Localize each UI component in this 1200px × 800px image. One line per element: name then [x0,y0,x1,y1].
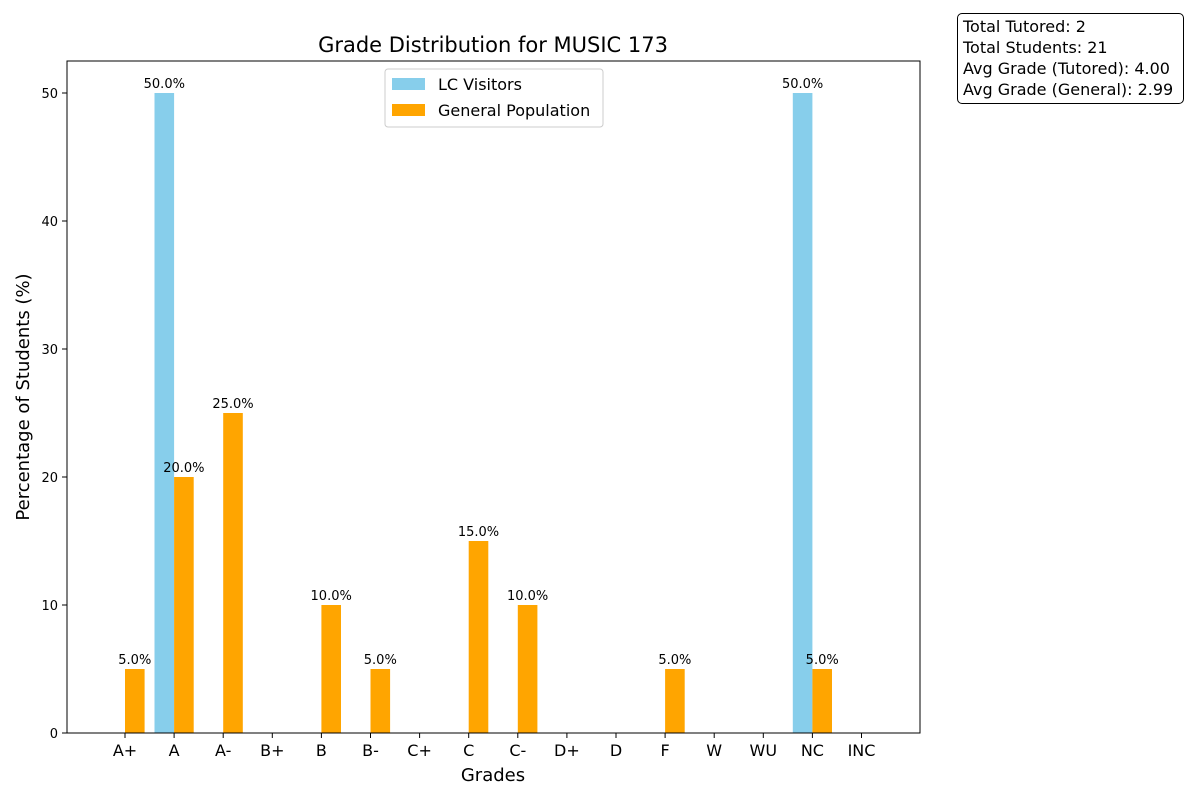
x-tick-label-a-minus: A- [215,741,231,760]
bar-general-population-c-minus [517,605,538,733]
bar-general-population-b-minus [370,669,391,733]
avg-grade-general-text: Avg Grade (General): 2.99 [963,80,1174,99]
x-tick-label-c-plus: C+ [407,741,432,760]
x-tick-label-d: D [610,741,622,760]
bar-general-population-a-minus [223,413,243,733]
x-tick-label-b: B [316,741,327,760]
avg-grade-tutored-text: Avg Grade (Tutored): 4.00 [963,59,1170,78]
bar-general-population-a-plus [125,669,145,733]
bar-general-population-b [321,605,341,733]
data-label-general-population-nc: 5.0% [806,653,839,668]
legend-label-lc-visitors: LC Visitors [438,75,522,94]
data-label-general-population-a: 20.0% [163,461,204,476]
x-tick-label-inc: INC [848,741,876,760]
x-tick-label-b-minus: B- [362,741,379,760]
x-tick-label-a: A [169,741,180,760]
x-tick-label-c-minus: C- [509,741,526,760]
x-axis-label: Grades [461,765,525,786]
total-tutored-text: Total Tutored: 2 [963,17,1086,36]
legend-swatch-lc-visitors [392,78,425,90]
x-tick-label-d-plus: D+ [554,741,580,760]
bar-general-population-a [174,477,194,733]
x-tick-label-b-plus: B+ [260,741,284,760]
x-tick-label-nc: NC [801,741,824,760]
x-tick-label-w: W [706,741,722,760]
y-tick-label-0: 0 [50,727,58,742]
data-label-lc-visitors-nc: 50.0% [782,77,823,92]
y-tick-label-40: 40 [41,215,58,230]
x-tick-label-c: C [463,741,474,760]
legend-label-general-population: General Population [438,101,590,120]
y-tick-label-50: 50 [41,87,58,102]
x-tick-label-wu: WU [750,741,778,760]
data-label-general-population-c-minus: 10.0% [507,589,548,604]
bar-lc-visitors-a [154,93,175,733]
data-label-general-population-a-minus: 25.0% [212,397,253,412]
legend: LC Visitors General Population [384,68,604,128]
y-tick-label-10: 10 [41,599,58,614]
x-tick-label-a-plus: A+ [113,741,137,760]
chart-title: Grade Distribution for MUSIC 173 [318,33,668,57]
data-label-general-population-b: 10.0% [311,589,352,604]
y-tick-label-20: 20 [41,471,58,486]
data-label-general-population-a-plus: 5.0% [118,653,151,668]
y-axis-label: Percentage of Students (%) [13,273,34,520]
stats-box: Total Tutored: 2 Total Students: 21 Avg … [957,13,1184,104]
data-label-general-population-f: 5.0% [658,653,691,668]
bar-general-population-f [665,669,685,733]
y-tick-label-30: 30 [41,343,58,358]
data-label-general-population-b-minus: 5.0% [364,653,397,668]
x-tick-label-f: F [660,741,669,760]
legend-swatch-general-population [392,104,425,116]
total-students-text: Total Students: 21 [963,38,1108,57]
bar-lc-visitors-nc [792,93,813,733]
bar-general-population-nc [812,669,832,733]
data-label-general-population-c: 15.0% [458,525,499,540]
legend-frame [384,68,604,128]
bar-general-population-c [468,541,489,733]
plot-frame [66,60,921,734]
data-label-lc-visitors-a: 50.0% [144,77,185,92]
